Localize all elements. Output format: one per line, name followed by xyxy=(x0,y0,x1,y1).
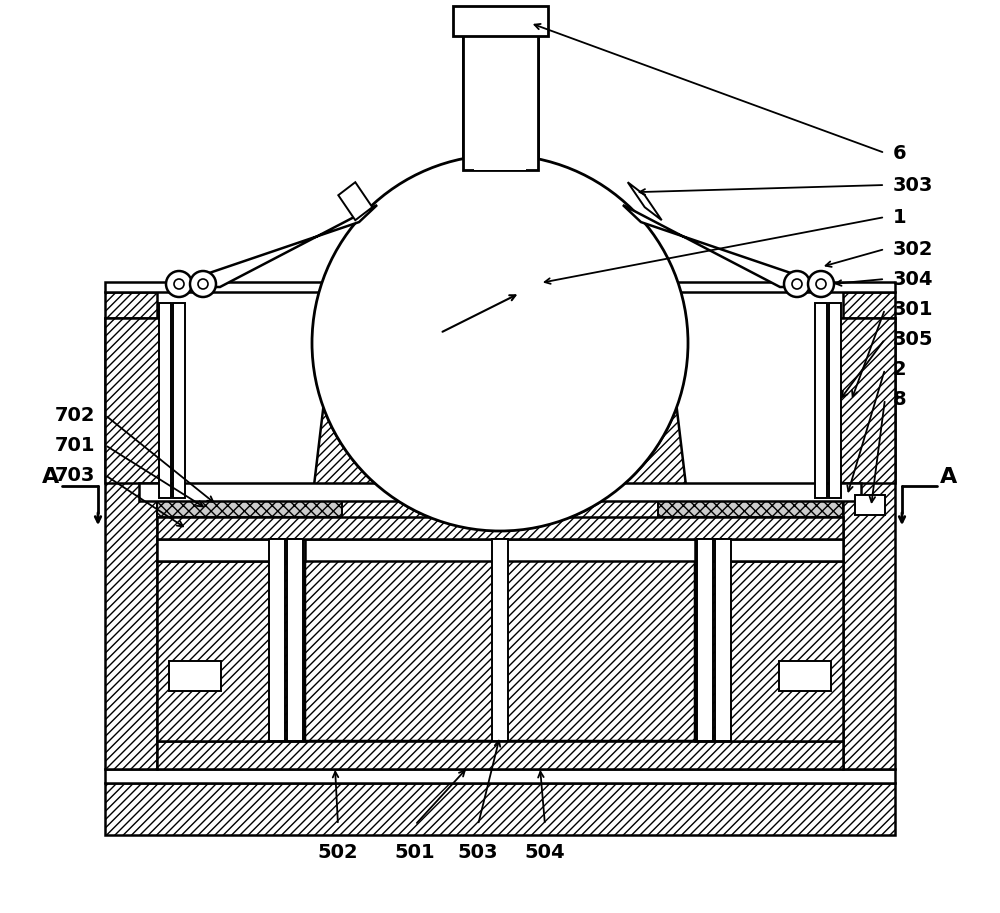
Bar xyxy=(157,539,305,561)
Text: 502: 502 xyxy=(318,843,358,862)
Circle shape xyxy=(166,271,192,297)
Circle shape xyxy=(808,271,834,297)
Bar xyxy=(159,303,171,498)
Bar xyxy=(105,292,157,318)
Bar xyxy=(829,303,841,498)
Bar xyxy=(695,539,843,561)
Text: 305: 305 xyxy=(893,330,934,349)
Text: 302: 302 xyxy=(893,239,934,258)
Bar xyxy=(157,517,843,539)
Polygon shape xyxy=(168,205,377,287)
Bar xyxy=(157,501,342,517)
Circle shape xyxy=(784,271,810,297)
Polygon shape xyxy=(338,183,372,220)
Bar xyxy=(105,769,895,783)
Bar xyxy=(779,661,831,691)
Bar xyxy=(105,318,157,769)
Polygon shape xyxy=(628,183,662,220)
Bar xyxy=(269,539,285,741)
Bar xyxy=(287,539,303,741)
Bar xyxy=(658,501,843,517)
Bar xyxy=(139,483,861,501)
Text: 504: 504 xyxy=(525,843,565,862)
Bar xyxy=(453,6,548,36)
Bar xyxy=(305,539,695,561)
Bar xyxy=(815,303,827,498)
Circle shape xyxy=(816,279,826,289)
Circle shape xyxy=(312,155,688,531)
Text: 1: 1 xyxy=(893,207,907,226)
Text: 701: 701 xyxy=(55,436,96,455)
Text: 303: 303 xyxy=(893,175,933,194)
Bar xyxy=(105,318,167,483)
Text: A: A xyxy=(940,467,957,487)
Circle shape xyxy=(792,279,802,289)
Text: 702: 702 xyxy=(55,405,96,425)
Bar xyxy=(157,741,843,769)
Text: 8: 8 xyxy=(893,390,907,408)
Circle shape xyxy=(174,279,184,289)
Bar xyxy=(715,539,731,741)
Polygon shape xyxy=(623,205,832,287)
Text: 304: 304 xyxy=(893,269,934,289)
Text: 6: 6 xyxy=(893,143,907,163)
Bar xyxy=(105,783,895,835)
Bar xyxy=(695,561,843,741)
Bar xyxy=(169,661,221,691)
Bar xyxy=(492,539,508,741)
Bar xyxy=(157,561,305,741)
Bar xyxy=(105,282,895,292)
Bar xyxy=(474,8,526,170)
Text: 501: 501 xyxy=(395,843,435,862)
Text: 2: 2 xyxy=(893,360,907,379)
Text: A: A xyxy=(42,467,59,487)
Text: 301: 301 xyxy=(893,299,934,319)
Polygon shape xyxy=(305,407,695,741)
Circle shape xyxy=(190,271,216,297)
Bar xyxy=(833,318,895,483)
Bar xyxy=(463,8,538,170)
Text: 503: 503 xyxy=(458,843,498,862)
Text: 703: 703 xyxy=(55,466,95,485)
Bar xyxy=(843,318,895,769)
Bar xyxy=(855,495,885,515)
Bar xyxy=(697,539,713,741)
Circle shape xyxy=(198,279,208,289)
Bar xyxy=(173,303,185,498)
Bar xyxy=(843,292,895,318)
